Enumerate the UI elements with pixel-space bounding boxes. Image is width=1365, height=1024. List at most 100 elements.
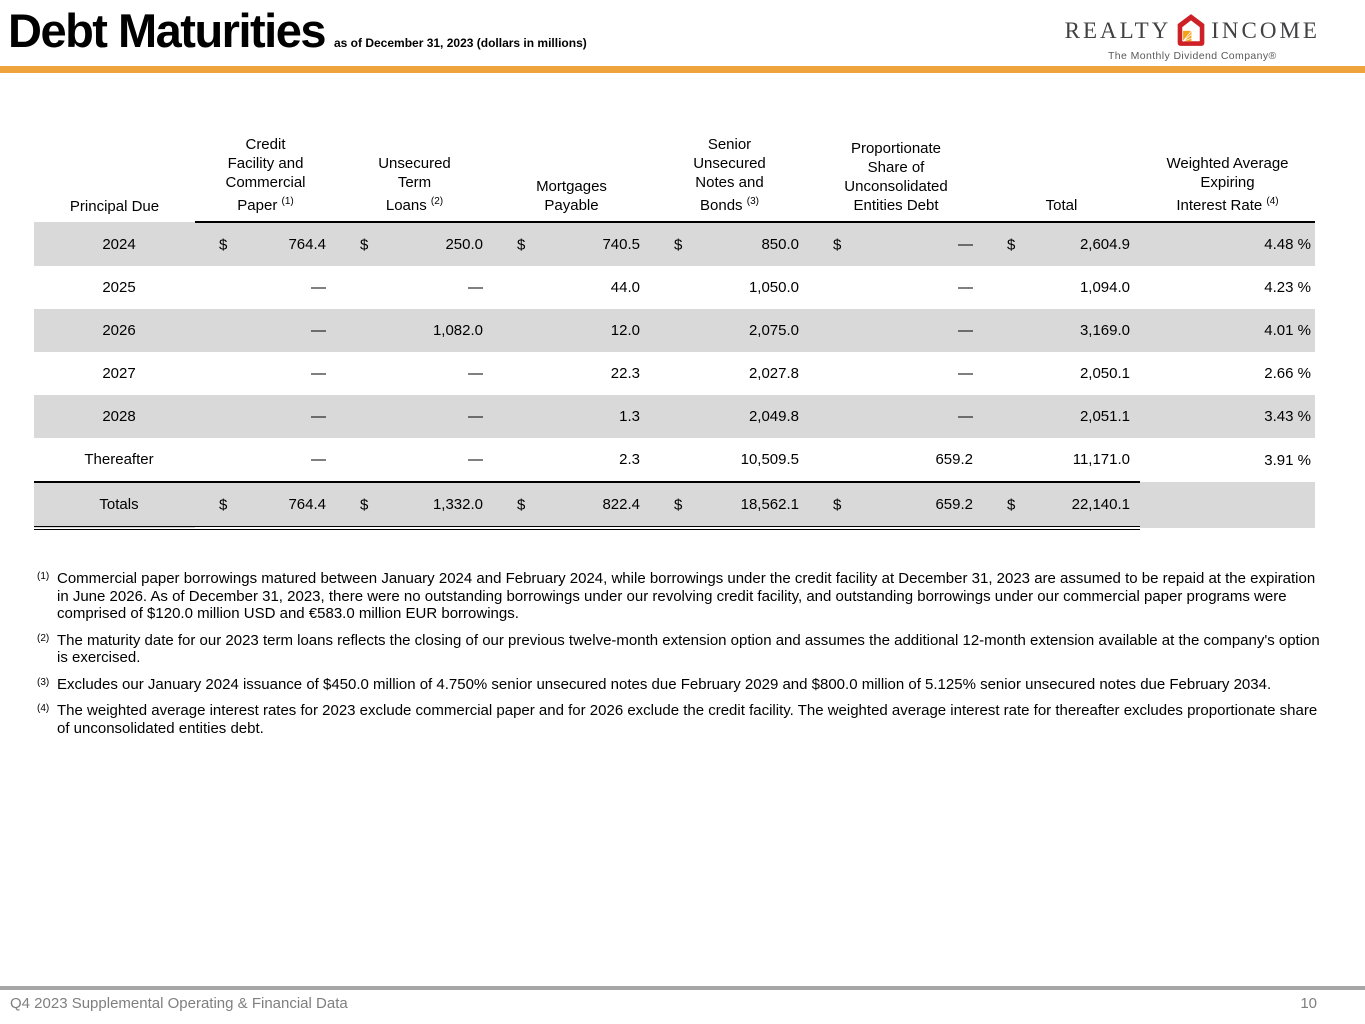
table-row: Thereafter — — 2.3 10,509.5 659.2 11,171.0 3.91… — [34, 438, 1315, 482]
value-cell: 3,169.0 — [983, 309, 1140, 352]
footnote-4: (4) The weighted average interest rates f… — [34, 702, 1325, 737]
value-cell: 44.0 — [493, 266, 650, 309]
value-cell: $659.2 — [809, 481, 983, 530]
value-cell: — — [809, 309, 983, 352]
value-cell: 2,027.8 — [650, 352, 809, 395]
rate-cell: 4.48 % — [1140, 222, 1315, 266]
page-footer: Q4 2023 Supplemental Operating & Financi… — [0, 986, 1365, 1024]
value-cell: $850.0 — [650, 222, 809, 266]
value-cell: $822.4 — [493, 481, 650, 530]
footnote-1-marker: (1) — [37, 571, 50, 582]
cell-value: 10,509.5 — [740, 451, 799, 468]
cell-value: 12.0 — [610, 322, 640, 339]
value-cell: 1,082.0 — [336, 309, 493, 352]
cell-value: 2,051.1 — [1079, 408, 1130, 425]
rate-cell: 2.66 % — [1264, 365, 1311, 382]
table-row: 2024 $764.4 $250.0 $740.5 $850.0 $ — $2,604.9 4.… — [34, 222, 1315, 266]
value-cell: — — [336, 266, 493, 309]
logo-word-right: INCOME — [1211, 17, 1320, 43]
cell-value: 764.4 — [288, 236, 326, 253]
value-cell: — — [195, 309, 336, 352]
value-cell: $250.0 — [336, 222, 493, 266]
principal-due-cell: 2028 — [34, 395, 195, 438]
value-cell: $764.4 — [195, 481, 336, 530]
value-cell: 11,171.0 — [983, 438, 1140, 482]
currency-symbol: $ — [833, 496, 842, 513]
column-header: Mortgages Payable — [493, 135, 650, 223]
cell-value: 3,169.0 — [1079, 322, 1130, 339]
rate-cell: 3.43 % — [1140, 395, 1315, 438]
cell-value: 18,562.1 — [740, 496, 799, 513]
value-cell: 22.3 — [493, 352, 650, 395]
currency-symbol: $ — [219, 236, 228, 253]
value-cell: $18,562.1 — [650, 481, 809, 530]
value-cell: $2,604.9 — [983, 222, 1140, 266]
cell-value: 659.2 — [935, 451, 973, 468]
cell-value: — — [958, 279, 973, 296]
rate-cell — [1140, 482, 1315, 528]
cell-value: — — [468, 365, 483, 382]
table-section: Principal Due Credit Facility and Commercia… — [34, 135, 1331, 530]
cell-value: 11,171.0 — [1072, 451, 1130, 468]
column-header: Total — [983, 135, 1140, 223]
cell-value: 659.2 — [935, 496, 973, 513]
cell-value: — — [468, 279, 483, 296]
cell-value: 44.0 — [610, 279, 640, 296]
page-subtitle: as of December 31, 2023 (dollars in mill… — [334, 36, 587, 50]
value-cell: — — [809, 352, 983, 395]
rate-cell: 4.01 % — [1140, 309, 1315, 352]
cell-value: — — [958, 322, 973, 339]
value-cell: — — [809, 395, 983, 438]
footnote-1: (1) Commercial paper borrowings matured b… — [34, 570, 1325, 623]
currency-symbol: $ — [1007, 496, 1016, 513]
cell-value: — — [468, 451, 483, 468]
principal-due-cell: 2027 — [102, 365, 136, 382]
title-row: Debt Maturities as of December 31, 2023 … — [0, 0, 1365, 58]
currency-symbol: $ — [1007, 236, 1016, 253]
column-header: Credit Facility and Commercial Paper (1) — [195, 135, 336, 223]
currency-symbol: $ — [517, 496, 526, 513]
value-cell: — — [195, 266, 336, 309]
currency-symbol: $ — [360, 236, 369, 253]
value-cell: — — [195, 438, 336, 482]
footnote-2-marker: (2) — [37, 632, 50, 644]
column-header: Weighted Average Expiring Interest Rate (4… — [1140, 135, 1315, 223]
cell-value: — — [311, 451, 326, 468]
cell-value: 2,075.0 — [748, 322, 799, 339]
table-row: 2028 — — 1.3 2,049.8 — 2,051.1 3.43 % — [34, 395, 1315, 438]
cell-value: — — [468, 408, 483, 425]
currency-symbol: $ — [674, 496, 683, 513]
cell-value: 2,604.9 — [1079, 236, 1130, 253]
table-header: Principal Due Credit Facility and Commercia… — [34, 135, 1315, 223]
company-logo: REALTY INCOME The Monthly Dividend Compa… — [1065, 13, 1320, 62]
currency-symbol: $ — [674, 236, 683, 253]
column-header: Unsecured Term Loans (2) — [336, 135, 493, 223]
value-cell: 2,050.1 — [983, 352, 1140, 395]
logo-word-left: REALTY — [1064, 17, 1172, 43]
principal-due-cell: Thereafter — [84, 451, 154, 468]
cell-value: — — [311, 322, 326, 339]
footnote-1-text: Commercial paper borrowings matured betw… — [57, 570, 1316, 622]
value-cell: $764.4 — [195, 222, 336, 266]
value-cell: — — [195, 395, 336, 438]
cell-value: — — [311, 408, 326, 425]
table-row: 2026 — 1,082.0 12.0 2,075.0 — 3,169.0 4.01 % — [34, 309, 1315, 352]
table-body: 2024 $764.4 $250.0 $740.5 $850.0 $ — $2,604.9 4.… — [34, 222, 1315, 530]
value-cell: — — [336, 352, 493, 395]
logo-tagline: The Monthly Dividend Company® — [1107, 50, 1277, 62]
value-cell: $22,140.1 — [983, 481, 1140, 530]
cell-value: 2,050.1 — [1079, 365, 1130, 382]
cell-value: 22,140.1 — [1071, 496, 1130, 513]
cell-value: 822.4 — [602, 496, 640, 513]
value-cell: 659.2 — [809, 438, 983, 482]
currency-symbol: $ — [833, 236, 842, 253]
value-cell: 1,094.0 — [983, 266, 1140, 309]
value-cell: — — [195, 352, 336, 395]
footnote-3-marker: (3) — [37, 676, 50, 688]
realty-income-house-icon — [1177, 14, 1205, 46]
cell-value: 22.3 — [610, 365, 640, 382]
column-header: Proportionate Share of Unconsolidated Entit… — [809, 135, 983, 223]
value-cell: — — [809, 266, 983, 309]
cell-value: 1,094.0 — [1079, 279, 1130, 296]
value-cell: 2.3 — [493, 438, 650, 482]
